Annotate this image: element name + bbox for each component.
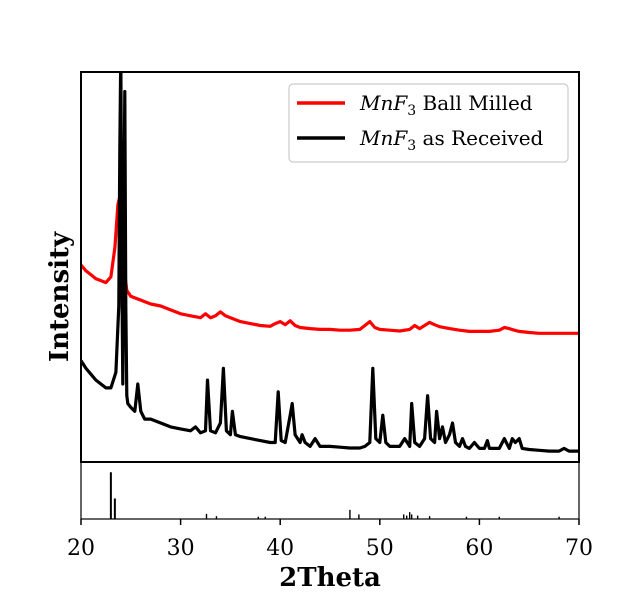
series-line-0 [81, 195, 579, 335]
series-layer [81, 72, 579, 453]
legend: MnF3 Ball Milled MnF3 as Received [288, 83, 569, 163]
main-plot-frame [80, 71, 580, 463]
reference-plot-area [80, 461, 580, 520]
series-line-1 [81, 72, 579, 453]
reference-sticks [109, 472, 560, 519]
legend-box [288, 83, 569, 163]
legend-label-as-received: MnF3 as Received [359, 126, 544, 154]
x-tick-label: 30 [167, 536, 195, 561]
x-tick-label: 40 [266, 536, 294, 561]
y-axis-title: Intensity [45, 231, 75, 362]
legend-label-ball-milled: MnF3 Ball Milled [359, 91, 533, 119]
x-axis-title: 2Theta [279, 563, 381, 593]
x-tick-label: 20 [67, 536, 95, 561]
x-tick-label: 50 [366, 536, 394, 561]
x-tick-label: 60 [465, 536, 493, 561]
main-plot-area [80, 71, 580, 463]
x-tick-label: 70 [565, 536, 593, 561]
reference-plot-frame [80, 461, 580, 520]
x-axis-ticks: 20 30 40 50 60 70 [67, 519, 593, 561]
